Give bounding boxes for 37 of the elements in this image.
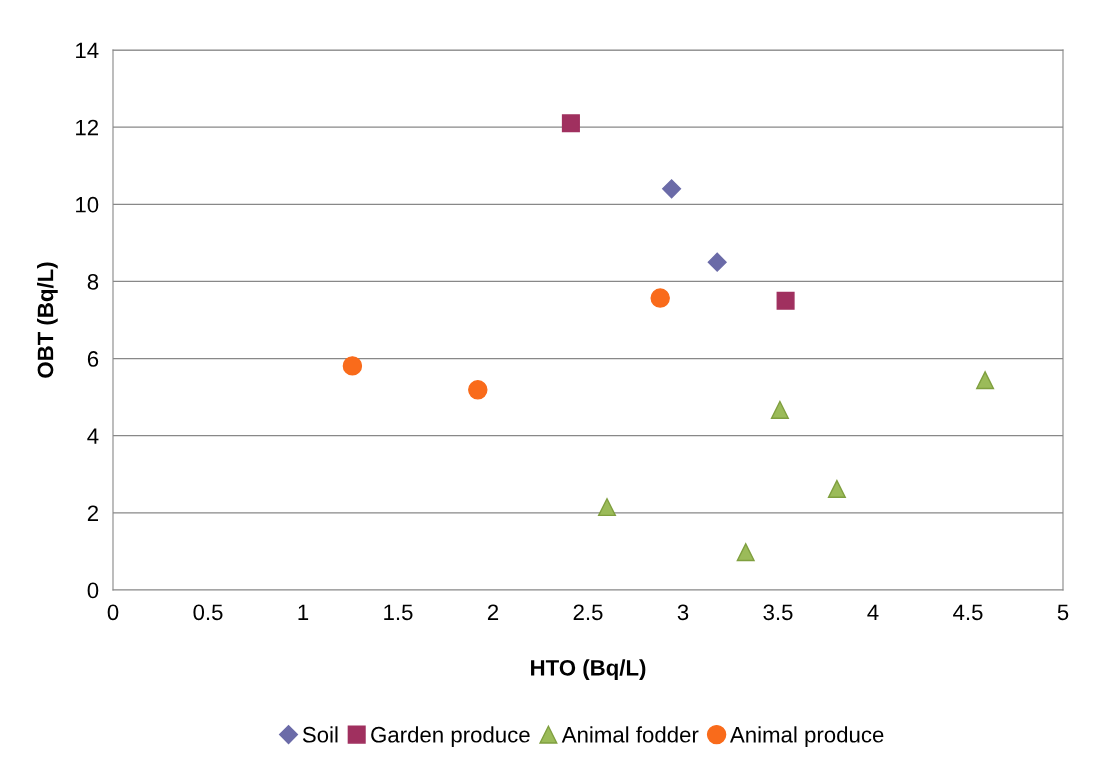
x-tick-label: 5 <box>1057 604 1069 621</box>
legend-label: Animal produce <box>729 726 884 747</box>
legend-label: Garden produce <box>371 726 530 747</box>
y-tick-label: 0 <box>87 582 99 599</box>
y-axis-title: OBT (Bq/L) <box>37 262 58 378</box>
y-tick-label: 2 <box>87 505 98 521</box>
x-tick-label: 1.5 <box>384 604 413 621</box>
x-tick-label: 0.5 <box>193 604 223 621</box>
point <box>597 498 617 517</box>
point <box>650 288 670 308</box>
x-axis-title: HTO (Bq/L) <box>531 659 646 681</box>
legend-label: Animal fodder <box>561 726 699 743</box>
x-tick-label: 3.5 <box>763 604 793 621</box>
y-tick-label: 6 <box>87 351 99 367</box>
point <box>976 371 995 390</box>
point <box>561 114 580 133</box>
point <box>662 179 682 199</box>
x-tick-label: 4.5 <box>953 604 983 621</box>
point <box>468 380 488 400</box>
x-tick-label: 0 <box>107 604 119 621</box>
x-tick-label: 3 <box>677 604 689 621</box>
x-tick-label: 2 <box>487 604 499 620</box>
x-tick-label: 2.5 <box>573 604 603 621</box>
point <box>342 356 363 376</box>
y-tick-label: 8 <box>87 273 99 290</box>
x-tick-label: 4 <box>867 604 879 620</box>
point <box>827 479 846 498</box>
y-tick-label: 12 <box>76 119 98 136</box>
legend-label: Soil <box>302 726 338 743</box>
point <box>776 291 795 310</box>
point <box>770 400 789 419</box>
y-tick-label: 14 <box>76 42 99 59</box>
y-tick-label: 10 <box>76 196 99 213</box>
x-tick-label: 1 <box>298 604 309 620</box>
point <box>736 543 755 562</box>
y-tick-label: 4 <box>87 428 99 444</box>
point <box>707 252 727 272</box>
